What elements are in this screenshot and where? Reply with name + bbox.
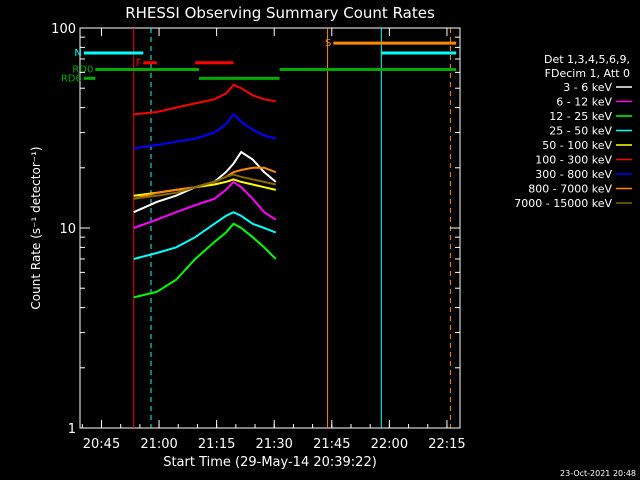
y-tick-label-2: 100 (51, 22, 76, 37)
x-tick-label-0: 20:45 (83, 437, 120, 452)
series-line-6 (133, 112, 277, 150)
legend-label-8: 7000 - 15000 keV (514, 197, 612, 210)
series-line-0 (133, 150, 277, 214)
legend-label-1: 6 - 12 keV (556, 96, 612, 109)
x-tick-label-6: 22:15 (428, 437, 465, 452)
legend-label-3: 25 - 50 keV (549, 125, 612, 138)
x-tick-label-5: 22:00 (371, 437, 408, 452)
legend-header-line-2: FDecim 1, Att 0 (545, 67, 630, 80)
legend-label-7: 800 - 7000 keV (528, 183, 612, 196)
x-tick-label-3: 21:30 (255, 437, 292, 452)
legend: Det 1,3,4,5,6,9, FDecim 1, Att 0 3 - 6 k… (514, 53, 632, 210)
legend-label-4: 50 - 100 keV (542, 139, 612, 152)
y-axis-label: Count Rate (s⁻¹ detector⁻¹) (29, 146, 43, 309)
series-line-3 (133, 211, 277, 260)
flag-label-s: S (325, 38, 331, 49)
flag-label-n: N (74, 48, 81, 59)
axes: 20:45 21:00 21:15 21:30 21:45 22:00 22:15 1 10 10… (51, 22, 466, 452)
series-line-2 (133, 222, 277, 299)
footer-date: 23-Oct-2021 20:48 (560, 469, 636, 478)
flag-label-rd6: RD6 (61, 73, 82, 84)
x-tick-label-2: 21:15 (198, 437, 235, 452)
series-line-5 (133, 83, 276, 116)
y-tick-label-0: 1 (68, 422, 76, 437)
legend-label-2: 12 - 25 keV (549, 110, 612, 123)
series-line-8 (133, 173, 277, 200)
flag-label-f: F (136, 58, 142, 69)
y-tick-label-1: 10 (59, 222, 76, 237)
legend-header-line-1: Det 1,3,4,5,6,9, (544, 53, 630, 66)
legend-label-0: 3 - 6 keV (563, 81, 612, 94)
legend-label-6: 300 - 800 keV (535, 168, 612, 181)
series-line-7 (133, 166, 277, 200)
x-tick-label-1: 21:00 (140, 437, 177, 452)
x-tick-label-4: 21:45 (313, 437, 350, 452)
series-line-1 (133, 180, 277, 229)
flag-label-rd0: RD0 (72, 65, 93, 76)
chart-title: RHESSI Observing Summary Count Rates (125, 4, 435, 22)
x-axis-label: Start Time (29-May-14 20:39:22) (163, 455, 377, 470)
plot-frame (79, 27, 461, 429)
legend-label-5: 100 - 300 keV (535, 154, 612, 167)
